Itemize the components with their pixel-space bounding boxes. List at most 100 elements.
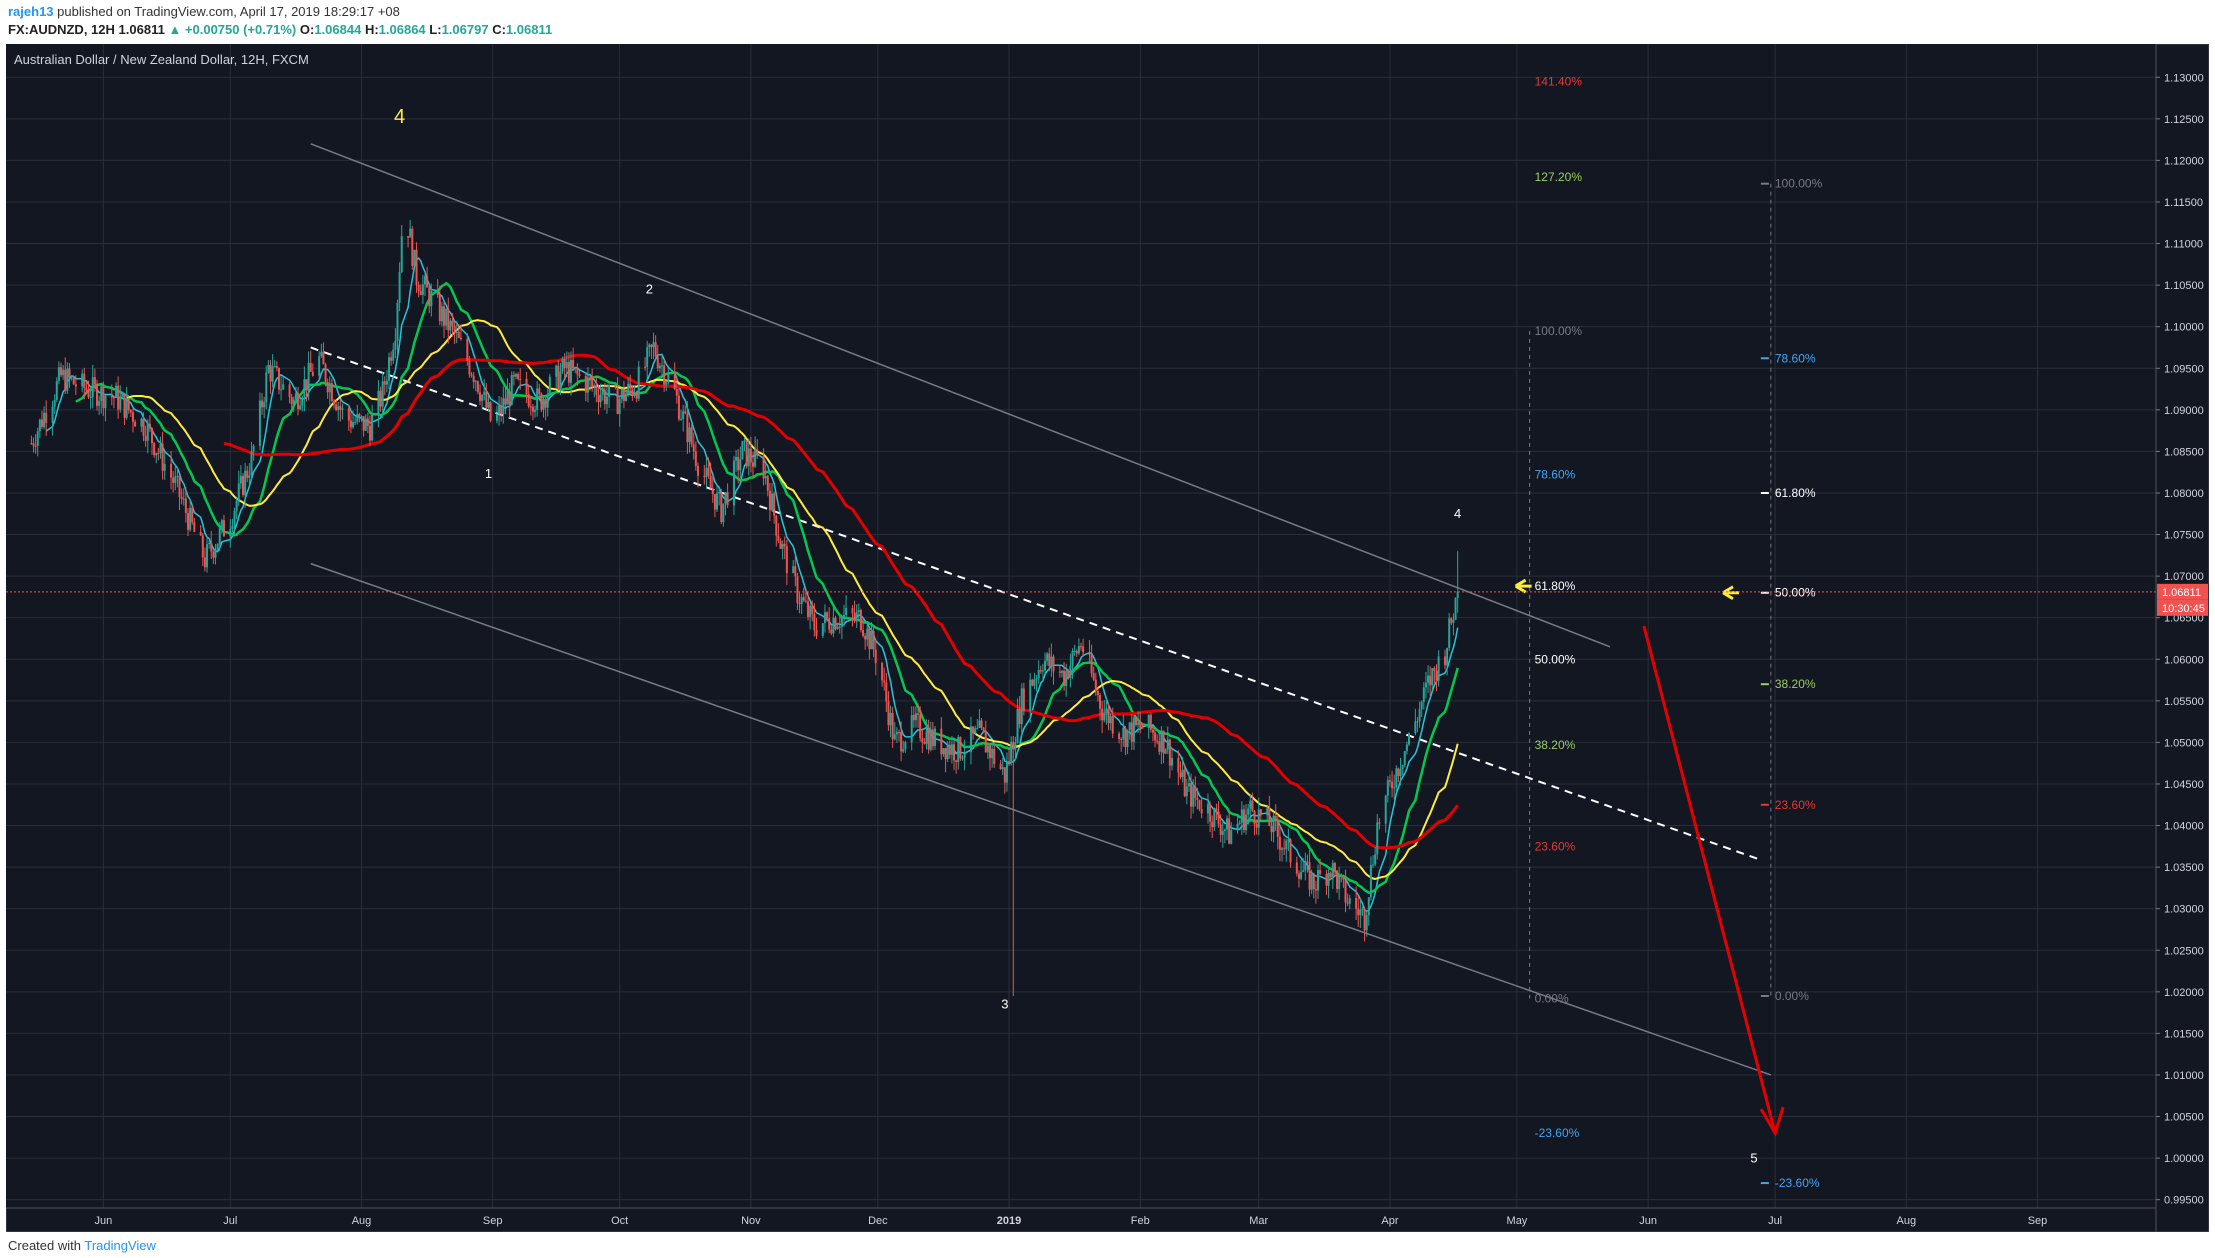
candle-body	[1211, 821, 1214, 828]
candle-body	[1283, 848, 1286, 850]
candle-body	[354, 421, 357, 423]
candle-body	[430, 291, 433, 307]
author-link[interactable]: rajeh13	[8, 4, 54, 19]
candle-body	[1181, 769, 1184, 778]
candle-body	[1082, 646, 1085, 653]
candle-body	[182, 498, 185, 500]
candle-body	[707, 467, 710, 476]
candle-body	[333, 400, 336, 405]
candle-body	[1179, 772, 1182, 778]
candle-body	[889, 712, 892, 726]
candle-body	[1388, 780, 1391, 782]
candle-body	[851, 608, 854, 614]
candle-body	[616, 387, 619, 414]
high-label: H:	[364, 22, 379, 37]
candle-body	[677, 395, 680, 420]
candle-body	[870, 631, 873, 650]
candle-body	[510, 374, 513, 405]
price-tick-label: 1.08000	[2164, 488, 2204, 500]
candle-body	[622, 389, 625, 401]
price-chart[interactable]: 141.40%127.20%100.00%78.60%61.80%50.00%3…	[5, 43, 2210, 1233]
candle-body	[1319, 870, 1322, 874]
chart-area[interactable]: 141.40% 127.20% 100.00% 78.60% 61.80% 50.00% 3…	[5, 43, 2210, 1233]
candle-body	[1325, 873, 1328, 886]
candle-body	[690, 427, 693, 445]
ma-long-line	[223, 353, 1459, 850]
candle-body	[1391, 781, 1394, 789]
candle-body	[959, 737, 962, 759]
candle-body	[117, 385, 120, 410]
time-tick-label: May	[1507, 1215, 1528, 1227]
time-axis[interactable]: Jun Jul Aug Sep Oct Nov Dec 2019 Feb Mar Apr May Jun…	[5, 1207, 2157, 1233]
fib-left-label: 78.60%	[1535, 468, 1576, 482]
candle-body	[1008, 760, 1011, 762]
candle-body	[383, 381, 386, 385]
price-axis-bg	[2155, 43, 2210, 1233]
candle-body	[529, 406, 532, 408]
candle-body	[1355, 897, 1358, 909]
candle-body	[1363, 909, 1366, 931]
candle-body	[100, 386, 103, 401]
candle-body	[356, 414, 359, 422]
candle-body	[1058, 671, 1061, 673]
low-value: 1.06797	[441, 22, 489, 37]
time-tick-label: Jul	[1768, 1215, 1782, 1227]
candle-body	[646, 347, 649, 367]
candle-body	[989, 745, 992, 759]
midline-dashed	[310, 346, 1763, 862]
candle-body	[1456, 591, 1459, 598]
candle-body	[885, 682, 888, 702]
candle-body	[1141, 727, 1144, 729]
candle-body	[921, 738, 924, 743]
candle-body	[222, 520, 225, 537]
candle-body	[775, 515, 778, 536]
candle-body	[70, 377, 73, 379]
candle-body	[125, 398, 128, 418]
candle-body	[267, 365, 270, 373]
candle-body	[1219, 824, 1222, 835]
candle-body	[718, 491, 721, 494]
candle-body	[148, 423, 151, 429]
candle-body	[648, 344, 651, 348]
candle-body	[1037, 670, 1040, 679]
candle-body	[1270, 825, 1273, 833]
candle-body	[1063, 670, 1066, 686]
fib-right-label: -23.60%	[1775, 1176, 1820, 1190]
candle-body	[191, 507, 194, 523]
candle-body	[1230, 830, 1233, 844]
candle-body	[419, 291, 422, 295]
candle-body	[174, 476, 177, 483]
candle-body	[696, 466, 699, 476]
candle-body	[872, 631, 875, 650]
publish-line: rajeh13 published on TradingView.com, Ap…	[8, 4, 400, 19]
price-axis[interactable]: 1.13000 1.12500 1.12000 1.11500 1.11000 1.105…	[2155, 43, 2210, 1233]
candle-body	[1408, 733, 1411, 745]
time-axis-bg	[5, 1207, 2157, 1233]
candle-body	[883, 680, 886, 683]
candle-body	[184, 498, 187, 514]
candle-body	[1022, 688, 1025, 712]
candle-body	[504, 398, 507, 405]
candle-body	[813, 614, 816, 630]
candle-body	[1196, 797, 1199, 800]
candle-body	[749, 448, 752, 463]
candle-body	[798, 603, 801, 605]
candle-body	[1128, 722, 1131, 730]
candle-body	[1075, 650, 1078, 654]
candle-body	[1200, 808, 1203, 814]
forecast-arrow-shaft	[1642, 625, 1777, 1134]
candle-body	[1046, 653, 1049, 661]
tradingview-link[interactable]: TradingView	[84, 1238, 156, 1253]
candle-body	[1272, 815, 1275, 833]
candle-body	[1044, 660, 1047, 671]
candle-body	[1035, 678, 1038, 680]
candle-body	[1154, 732, 1157, 741]
candle-body	[349, 420, 352, 428]
candle-body	[1105, 708, 1108, 714]
candle-body	[445, 308, 448, 326]
candle-body	[1240, 809, 1243, 823]
candle-body	[1414, 721, 1417, 734]
price-tick-label: 1.05000	[2164, 737, 2204, 749]
candle-body	[781, 543, 784, 549]
candle-body	[826, 612, 829, 619]
